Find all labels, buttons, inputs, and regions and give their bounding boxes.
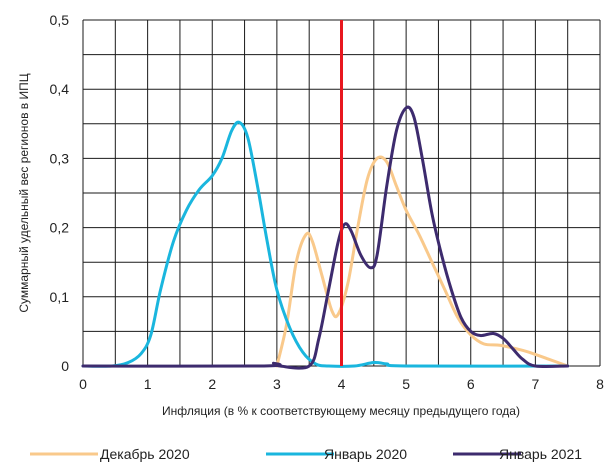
y-axis-label: Суммарный удельный вес регионов в ИПЦ	[17, 73, 31, 312]
x-tick-label: 2	[208, 376, 216, 392]
x-tick-label: 7	[531, 376, 539, 392]
x-tick-label: 5	[402, 376, 410, 392]
x-tick-label: 6	[467, 376, 475, 392]
x-tick-label: 0	[79, 376, 87, 392]
series-line-3	[81, 105, 570, 370]
series-line-2	[81, 120, 570, 368]
legend-label-2: Январь 2020	[324, 446, 407, 462]
x-tick-labels: 0 1 2 3 4 5 6 7 8	[79, 376, 604, 392]
y-tick-label: 0,3	[50, 150, 70, 166]
chart-series-group	[81, 105, 570, 370]
legend: Декабрь 2020 Январь 2020 Январь 2021	[30, 446, 582, 462]
series-line-1	[275, 155, 570, 368]
x-axis-label: Инфляция (в % к соответствующему месяцу …	[162, 404, 520, 418]
x-tick-label: 8	[596, 376, 604, 392]
y-tick-labels: 0 0,1 0,2 0,3 0,4 0,5	[50, 12, 70, 374]
y-tick-label: 0,4	[50, 81, 70, 97]
y-tick-label: 0,5	[50, 12, 70, 28]
legend-label-1: Декабрь 2020	[100, 446, 190, 462]
x-tick-label: 1	[144, 376, 152, 392]
y-tick-label: 0,2	[50, 220, 70, 236]
y-tick-label: 0,1	[50, 289, 70, 305]
y-tick-label: 0	[61, 358, 69, 374]
x-tick-label: 4	[338, 376, 346, 392]
legend-label-3: Январь 2021	[499, 446, 582, 462]
x-tick-label: 3	[273, 376, 281, 392]
